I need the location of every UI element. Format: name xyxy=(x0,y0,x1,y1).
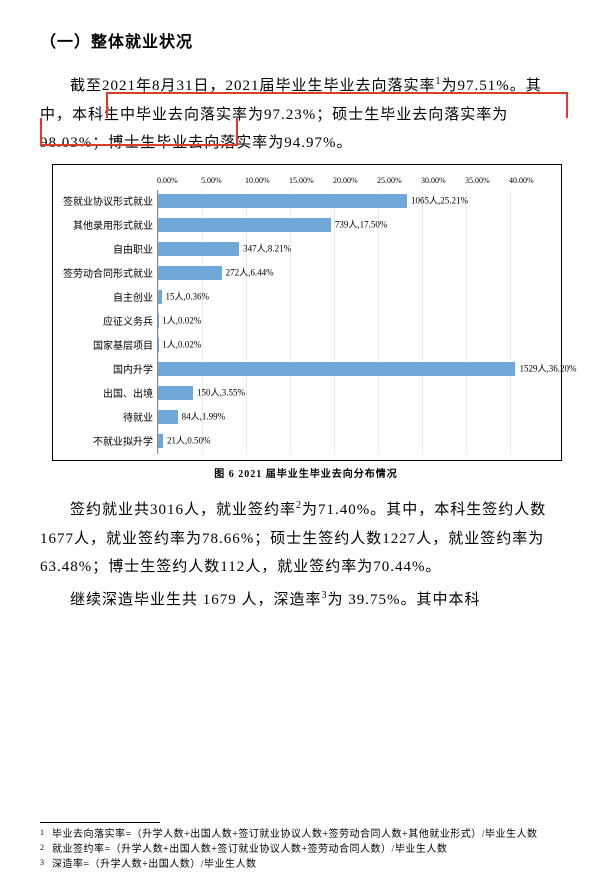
axis-tick: 0.00% xyxy=(157,173,201,188)
bar-value-label: 15人,0.36% xyxy=(166,289,210,306)
bar-track: 1人,0.02% xyxy=(157,334,553,358)
section-heading: （一）整体就业状况 xyxy=(40,28,572,58)
p1-text-b: 为97.51%。 xyxy=(442,78,526,94)
bar: 1065人,25.21% xyxy=(158,194,407,208)
axis-tick: 40.00% xyxy=(509,173,553,188)
bar-track: 15人,0.36% xyxy=(157,286,553,310)
axis-tick: 30.00% xyxy=(421,173,465,188)
chart-row: 其他录用形式就业739人,17.50% xyxy=(61,214,553,238)
bar-value-label: 272人,6.44% xyxy=(226,265,274,282)
bar-value-label: 84人,1.99% xyxy=(182,409,226,426)
bar: 21人,0.50% xyxy=(158,434,163,448)
footnote-number: 1 xyxy=(40,827,52,842)
bar: 15人,0.36% xyxy=(158,290,162,304)
bar: 84人,1.99% xyxy=(158,410,178,424)
bar-track: 84人,1.99% xyxy=(157,406,553,430)
paragraph-2: 签约就业共3016人，就业签约率2为71.40%。其中，本科生签约人数1677人… xyxy=(40,496,572,582)
bar-value-label: 1人,0.02% xyxy=(162,313,201,330)
chart-row: 国家基层项目 1人,0.02% xyxy=(61,334,553,358)
bar-value-label: 739人,17.50% xyxy=(335,217,388,234)
axis-tick: 5.00% xyxy=(201,173,245,188)
footnote-number: 3 xyxy=(40,857,52,872)
chart-row: 自主创业15人,0.36% xyxy=(61,286,553,310)
bar-chart: 0.00%5.00%10.00%15.00%20.00%25.00%30.00%… xyxy=(52,164,562,461)
category-label: 签劳动合同形式就业 xyxy=(61,265,157,284)
footnotes: 1毕业去向落实率=（升学人数+出国人数+签订就业协议人数+签劳动合同人数+其他就… xyxy=(40,822,572,872)
chart-caption: 图 6 2021 届毕业生毕业去向分布情况 xyxy=(40,465,572,484)
axis-tick: 10.00% xyxy=(245,173,289,188)
category-label: 待就业 xyxy=(61,409,157,428)
footnote-number: 2 xyxy=(40,842,52,857)
axis-tick: 15.00% xyxy=(289,173,333,188)
category-label: 出国、出境 xyxy=(61,385,157,404)
chart-row: 签就业协议形式就业1065人,25.21% xyxy=(61,190,553,214)
paragraph-3: 继续深造毕业生共 1679 人，深造率3为 39.75%。其中本科 xyxy=(40,586,572,615)
chart-row: 不就业拟升学21人,0.50% xyxy=(61,430,553,454)
bar-track: 347人,8.21% xyxy=(157,238,553,262)
axis-tick: 20.00% xyxy=(333,173,377,188)
axis-tick: 35.00% xyxy=(465,173,509,188)
p1-text-c: 博士生毕业去向落实率为94.97%。 xyxy=(108,135,352,151)
p3-text-a: 继续深造毕业生共 1679 人，深造率 xyxy=(70,592,322,608)
x-axis-labels: 0.00%5.00%10.00%15.00%20.00%25.00%30.00%… xyxy=(157,173,553,188)
bar-value-label: 1065人,25.21% xyxy=(411,193,468,210)
axis-tick: 25.00% xyxy=(377,173,421,188)
bar-track: 1人,0.02% xyxy=(157,310,553,334)
category-label: 应征义务兵 xyxy=(61,313,157,332)
p2-text-a: 签约就业共3016人，就业签约率 xyxy=(70,502,296,518)
chart-row: 应征义务兵 1人,0.02% xyxy=(61,310,553,334)
bar-track: 21人,0.50% xyxy=(157,430,553,454)
footnote-text: 深造率=（升学人数+出国人数）/毕业生人数 xyxy=(52,857,572,872)
bar: 1529人,36.20% xyxy=(158,362,515,376)
p3-text-b: 为 39.75%。其中本科 xyxy=(328,592,481,608)
category-label: 其他录用形式就业 xyxy=(61,217,157,236)
chart-row: 国内升学1529人,36.20% xyxy=(61,358,553,382)
bar-track: 1065人,25.21% xyxy=(157,190,553,214)
footnote-row: 1毕业去向落实率=（升学人数+出国人数+签订就业协议人数+签劳动合同人数+其他就… xyxy=(40,827,572,842)
category-label: 自由职业 xyxy=(61,241,157,260)
bar-value-label: 1人,0.02% xyxy=(162,337,201,354)
category-label: 自主创业 xyxy=(61,289,157,308)
category-label: 签就业协议形式就业 xyxy=(61,193,157,212)
bar: 739人,17.50% xyxy=(158,218,331,232)
p1-text-a: 截至2021年8月31日，2021届毕业生毕业去向落实率 xyxy=(70,78,436,94)
bar-track: 739人,17.50% xyxy=(157,214,553,238)
category-label: 国内升学 xyxy=(61,361,157,380)
bar-value-label: 150人,3.55% xyxy=(197,385,245,402)
chart-row: 待就业84人,1.99% xyxy=(61,406,553,430)
footnote-text: 毕业去向落实率=（升学人数+出国人数+签订就业协议人数+签劳动合同人数+其他就业… xyxy=(52,827,572,842)
bar: 272人,6.44% xyxy=(158,266,222,280)
bar: 150人,3.55% xyxy=(158,386,193,400)
paragraph-1: 截至2021年8月31日，2021届毕业生毕业去向落实率1为97.51%。其中，… xyxy=(40,72,572,158)
chart-row: 出国、出境150人,3.55% xyxy=(61,382,553,406)
category-label: 国家基层项目 xyxy=(61,337,157,356)
footnote-text: 就业签约率=（升学人数+出国人数+签订就业协议人数+签劳动合同人数）/毕业生人数 xyxy=(52,842,572,857)
bar-track: 272人,6.44% xyxy=(157,262,553,286)
category-label: 不就业拟升学 xyxy=(61,433,157,452)
chart-row: 自由职业347人,8.21% xyxy=(61,238,553,262)
bar-track: 1529人,36.20% xyxy=(157,358,553,382)
chart-row: 签劳动合同形式就业272人,6.44% xyxy=(61,262,553,286)
footnote-rule xyxy=(40,822,160,823)
bar-track: 150人,3.55% xyxy=(157,382,553,406)
bar-value-label: 21人,0.50% xyxy=(167,433,211,450)
bar-value-label: 347人,8.21% xyxy=(243,241,291,258)
footnote-row: 2就业签约率=（升学人数+出国人数+签订就业协议人数+签劳动合同人数）/毕业生人… xyxy=(40,842,572,857)
footnote-row: 3深造率=（升学人数+出国人数）/毕业生人数 xyxy=(40,857,572,872)
bar-value-label: 1529人,36.20% xyxy=(519,361,576,378)
bar: 347人,8.21% xyxy=(158,242,239,256)
